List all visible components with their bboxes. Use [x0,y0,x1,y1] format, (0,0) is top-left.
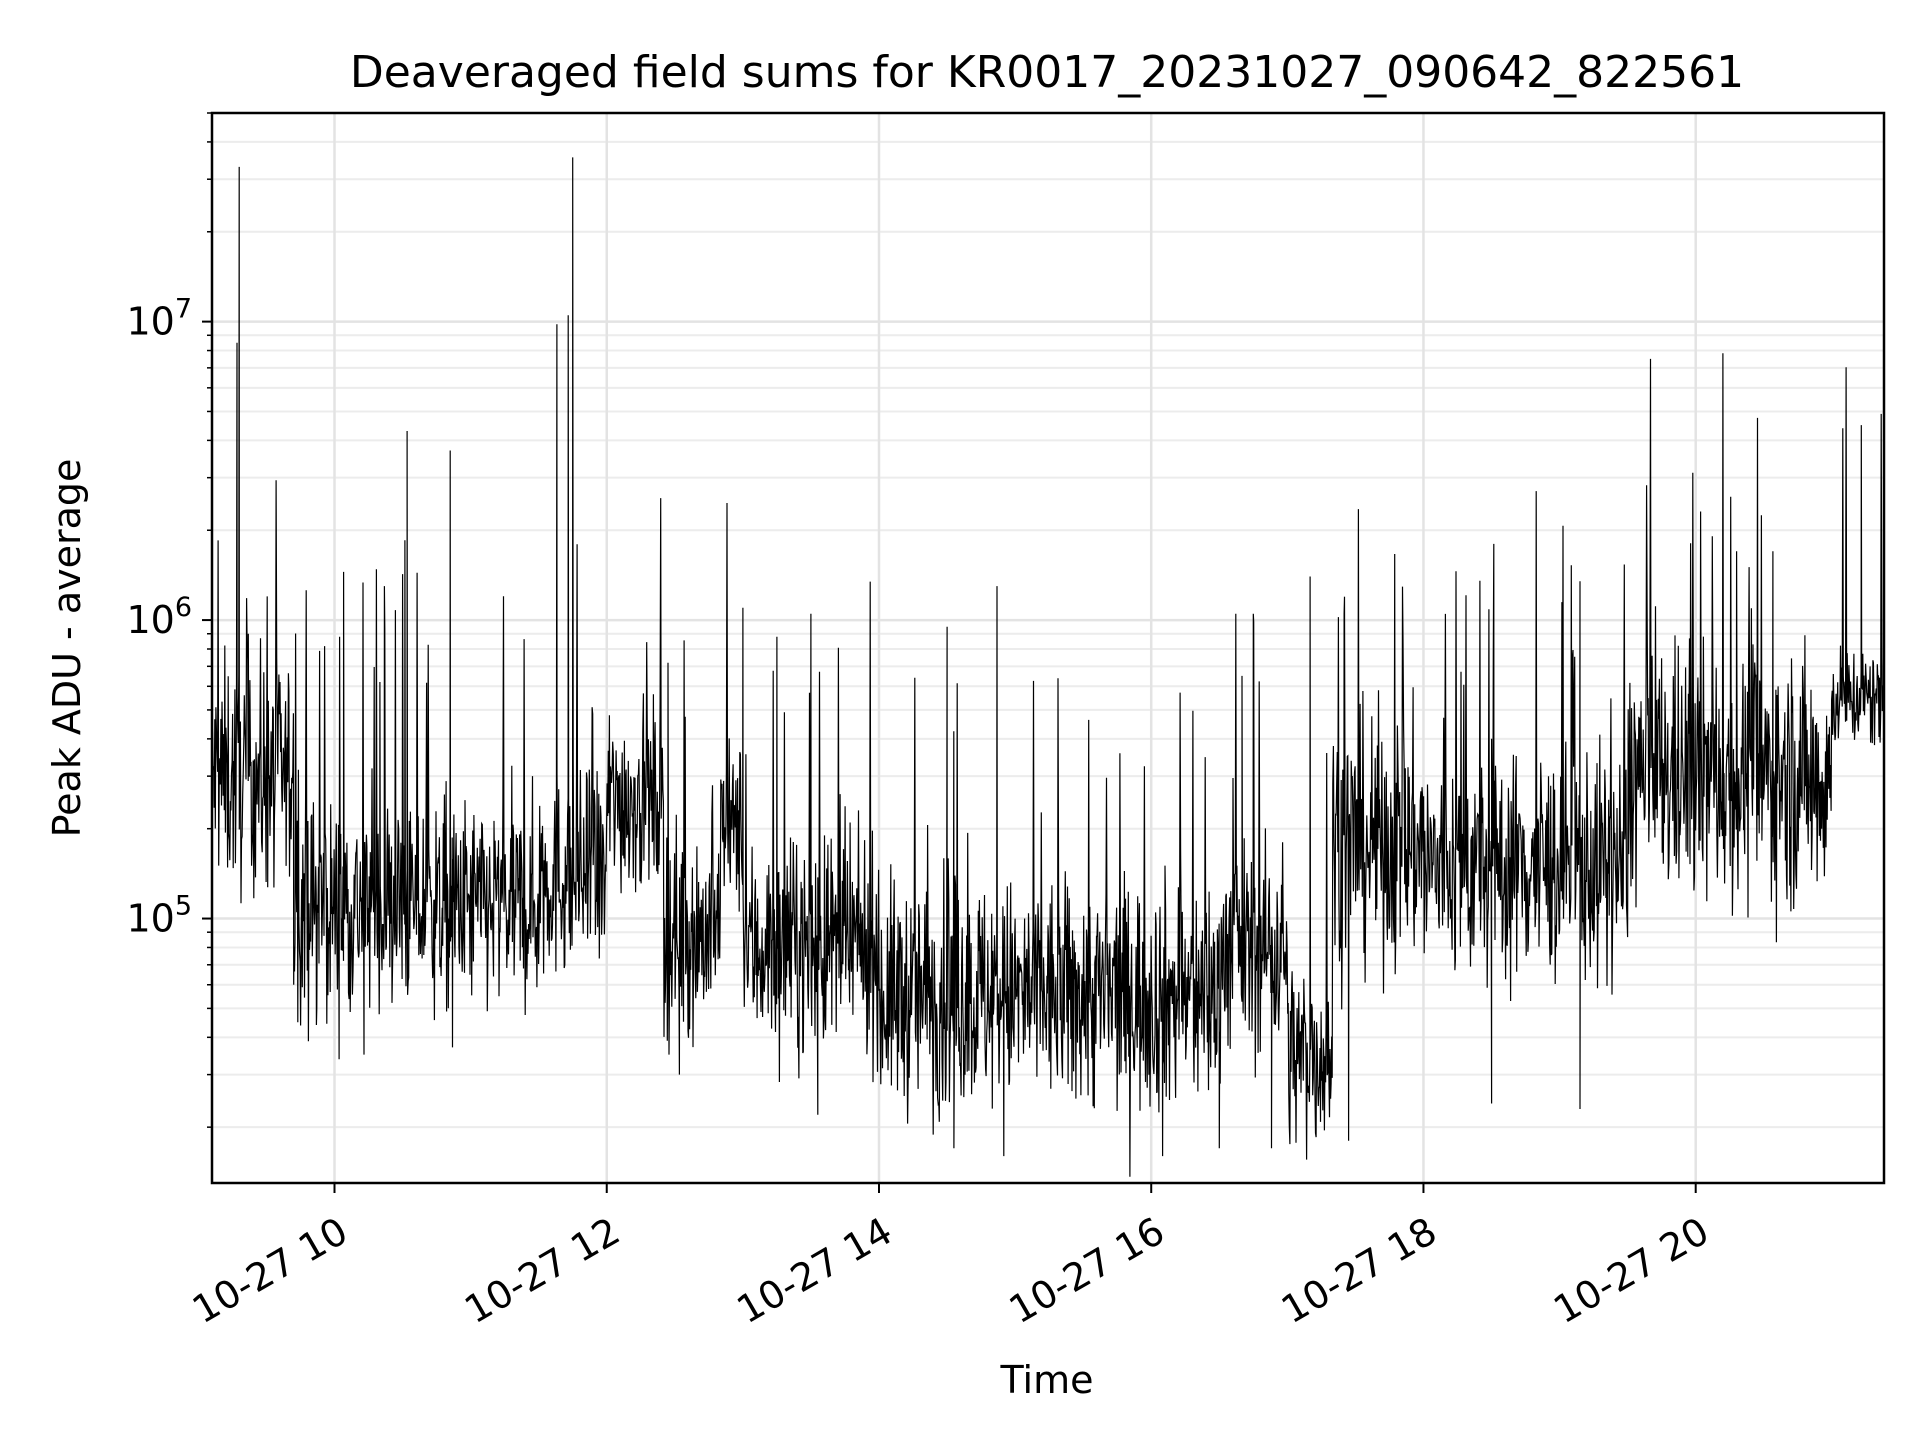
x-axis-label: Time [1000,1358,1094,1402]
y-tick-label: 105 [126,891,192,941]
series-line [211,157,1885,1177]
y-tick-base: 10 [126,598,174,642]
y-axis-label: Peak ADU - average [45,459,89,838]
y-tick-exponent: 5 [175,891,192,922]
y-tick-base: 10 [126,897,174,941]
chart-title: Deaveraged field sums for KR0017_2023102… [350,47,1744,98]
y-tick-exponent: 7 [175,294,192,325]
y-tick-base: 10 [126,300,174,344]
plot-frame [210,111,1886,1185]
y-tick-label: 107 [126,294,192,344]
data-series [211,157,1885,1177]
minor-grid [212,112,1884,1129]
y-tick-label: 106 [126,592,192,642]
y-tick-exponent: 6 [175,592,192,623]
